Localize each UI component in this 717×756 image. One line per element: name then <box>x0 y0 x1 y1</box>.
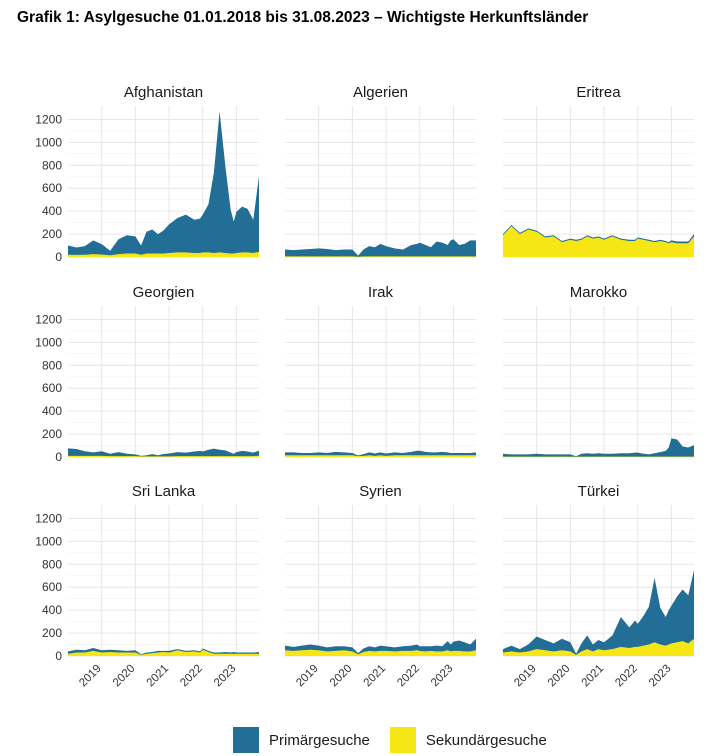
panel-marokko: Marokko <box>503 284 694 458</box>
x-tick-label: 2019 <box>512 663 539 690</box>
area-secondary <box>503 226 694 257</box>
x-tick-label: 2023 <box>429 663 456 690</box>
x-tick-label: 2021 <box>362 663 389 690</box>
y-tick-label: 200 <box>42 427 62 441</box>
panel-irak: Irak <box>285 284 476 458</box>
panel-title: Afghanistan <box>124 84 203 101</box>
y-tick-label: 800 <box>42 358 62 372</box>
legend-item-primary: Primärgesuche <box>233 727 370 753</box>
legend-swatch-primary <box>233 727 259 753</box>
y-tick-label: 400 <box>42 404 62 418</box>
y-tick-label: 800 <box>42 158 62 172</box>
x-tick-label: 2019 <box>77 663 104 690</box>
panel-sri-lanka: Sri Lanka 0 200 400 600 800 1000 1200 2019 2020 20… <box>35 483 259 689</box>
y-tick-label: 0 <box>55 450 62 464</box>
area-primary <box>68 448 259 457</box>
area-secondary <box>68 455 259 457</box>
y-tick-label: 600 <box>42 181 62 195</box>
panel-eritrea: Eritrea <box>503 84 694 258</box>
panel-title: Sri Lanka <box>132 483 196 500</box>
y-tick-label: 1200 <box>35 312 62 326</box>
area-primary <box>68 111 259 257</box>
y-tick-label: 800 <box>42 557 62 571</box>
y-tick-label: 200 <box>42 626 62 640</box>
panel-title: Algerien <box>353 84 408 101</box>
panel-title: Türkei <box>578 483 620 500</box>
panel-title: Irak <box>368 284 394 301</box>
panel-algerien: Algerien <box>285 84 476 258</box>
small-multiples-chart: Afghanistan 0 200 400 600 800 1000 1200 Algerien… <box>35 84 694 689</box>
x-tick-label: 2023 <box>212 663 239 690</box>
legend-item-secondary: Sekundärgesuche <box>389 727 547 753</box>
y-tick-label: 600 <box>42 381 62 395</box>
x-tick-label: 2019 <box>294 663 321 690</box>
x-tick-label: 2021 <box>145 663 172 690</box>
y-tick-label: 400 <box>42 603 62 617</box>
y-tick-label: 1000 <box>35 335 62 349</box>
x-tick-label: 2022 <box>178 663 205 690</box>
area-primary <box>285 239 476 257</box>
x-tick-label: 2021 <box>580 663 607 690</box>
y-tick-label: 0 <box>55 649 62 663</box>
panel-georgien: Georgien 0 200 400 600 800 1000 1200 <box>35 284 259 464</box>
y-tick-label: 0 <box>55 250 62 264</box>
area-secondary <box>285 256 476 257</box>
x-tick-label: 2022 <box>613 663 640 690</box>
y-tick-label: 1000 <box>35 534 62 548</box>
y-tick-label: 1000 <box>35 135 62 149</box>
legend-label-secondary: Sekundärgesuche <box>425 731 547 749</box>
area-secondary <box>285 455 476 457</box>
panel-afghanistan: Afghanistan 0 200 400 600 800 1000 1200 <box>35 84 259 264</box>
y-tick-label: 1200 <box>35 112 62 126</box>
legend: Primärgesuche Sekundärgesuche <box>233 727 567 753</box>
area-secondary <box>285 649 476 656</box>
y-tick-label: 1200 <box>35 511 62 525</box>
panel-title: Eritrea <box>576 84 621 101</box>
panel-syrien: Syrien 2019 2020 2021 2022 2023 <box>285 483 476 689</box>
area-primary <box>503 438 694 457</box>
legend-swatch-secondary <box>389 727 416 753</box>
x-tick-label: 2020 <box>111 663 138 690</box>
area-secondary <box>68 251 259 257</box>
chart-title: Grafik 1: Asylgesuche 01.01.2018 bis 31.… <box>17 9 589 26</box>
x-tick-label: 2020 <box>328 663 355 690</box>
area-secondary <box>503 638 694 656</box>
x-tick-label: 2023 <box>647 663 674 690</box>
area-secondary <box>68 649 259 656</box>
y-tick-label: 200 <box>42 227 62 241</box>
y-tick-label: 600 <box>42 580 62 594</box>
panel-türkei: Türkei 2019 2020 2021 2022 2023 <box>503 483 694 689</box>
panel-title: Syrien <box>359 483 402 500</box>
panel-title: Marokko <box>570 284 628 301</box>
area-primary <box>503 570 694 656</box>
x-tick-label: 2020 <box>546 663 573 690</box>
y-tick-label: 400 <box>42 204 62 218</box>
panel-title: Georgien <box>133 284 195 301</box>
legend-label-primary: Primärgesuche <box>269 731 370 749</box>
x-tick-label: 2022 <box>395 663 422 690</box>
